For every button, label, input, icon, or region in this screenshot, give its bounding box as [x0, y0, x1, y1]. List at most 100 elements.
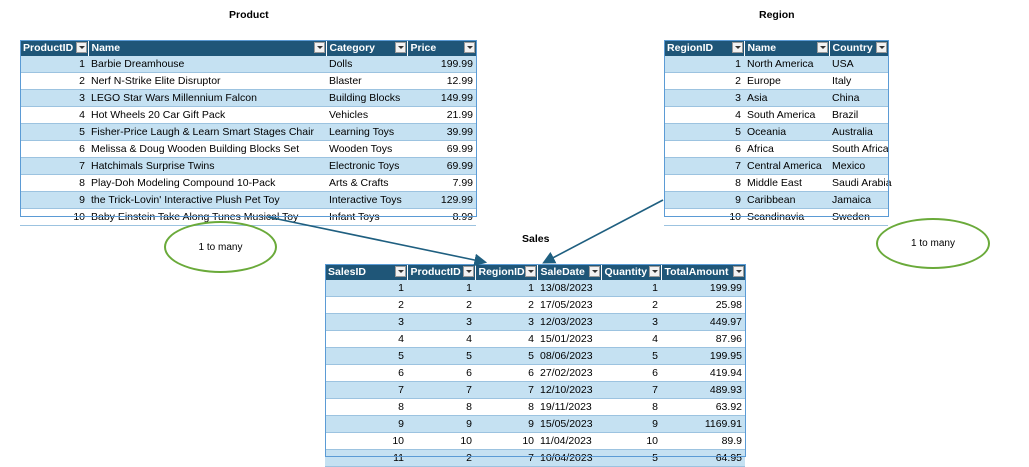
sales-cell[interactable]: 9	[475, 415, 537, 433]
product-cell[interactable]: Hatchimals Surprise Twins	[88, 157, 326, 175]
sales-header-cell[interactable]: SalesID	[325, 264, 407, 280]
filter-dropdown-icon[interactable]	[588, 266, 600, 277]
sales-cell[interactable]: 64.95	[661, 449, 745, 467]
product-cell[interactable]: 8	[20, 174, 88, 192]
sales-cell[interactable]: 8	[601, 398, 661, 416]
product-cell[interactable]: 12.99	[407, 72, 476, 90]
sales-cell[interactable]: 1	[407, 280, 475, 297]
filter-dropdown-icon[interactable]	[313, 42, 325, 53]
sales-cell[interactable]: 449.97	[661, 313, 745, 331]
filter-dropdown-icon[interactable]	[733, 266, 744, 277]
sales-cell[interactable]: 3	[407, 313, 475, 331]
sales-cell[interactable]: 10	[407, 432, 475, 450]
filter-dropdown-icon[interactable]	[394, 42, 406, 53]
region-table[interactable]: RegionID Name Country 1 North America USA 2 Eur…	[664, 40, 892, 226]
product-cell[interactable]: 69.99	[407, 157, 476, 175]
sales-header-cell[interactable]: ProductID	[406, 264, 475, 280]
filter-dropdown-icon[interactable]	[462, 266, 474, 277]
product-cell[interactable]: 2	[20, 72, 88, 90]
product-cell[interactable]: 129.99	[407, 191, 476, 209]
sales-cell[interactable]: 5	[475, 347, 537, 365]
product-cell[interactable]: Play-Doh Modeling Compound 10-Pack	[88, 174, 326, 192]
region-cell[interactable]: Italy	[829, 72, 888, 90]
product-cell[interactable]: 1	[20, 56, 88, 73]
sales-cell[interactable]: 12/10/2023	[537, 381, 601, 399]
region-cell[interactable]: Jamaica	[829, 191, 888, 209]
region-cell[interactable]: Saudi Arabia	[829, 174, 892, 192]
sales-cell[interactable]: 6	[325, 364, 407, 382]
sales-cell[interactable]: 9	[407, 415, 475, 433]
sales-header-cell[interactable]: Quantity	[600, 264, 661, 280]
sales-cell[interactable]: 7	[601, 381, 661, 399]
sales-cell[interactable]: 08/06/2023	[537, 347, 601, 365]
region-header-cell[interactable]: Country	[828, 40, 888, 56]
sales-cell[interactable]: 27/02/2023	[537, 364, 601, 382]
sales-cell[interactable]: 6	[407, 364, 475, 382]
filter-dropdown-icon[interactable]	[464, 42, 475, 53]
product-cell[interactable]: Vehicles	[326, 106, 407, 124]
region-cell[interactable]: 8	[664, 174, 744, 192]
product-cell[interactable]: Electronic Toys	[326, 157, 407, 175]
product-cell[interactable]: the Trick-Lovin' Interactive Plush Pet T…	[88, 191, 326, 209]
region-cell[interactable]: Scandinavia	[744, 208, 829, 226]
sales-cell[interactable]: 2	[407, 296, 475, 314]
sales-cell[interactable]: 4	[325, 330, 407, 348]
filter-dropdown-icon[interactable]	[75, 42, 87, 53]
product-cell[interactable]: Hot Wheels 20 Car Gift Pack	[88, 106, 326, 124]
product-cell[interactable]: Arts & Crafts	[326, 174, 407, 192]
sales-cell[interactable]: 2	[601, 296, 661, 314]
sales-cell[interactable]: 19/11/2023	[537, 398, 601, 416]
region-cell[interactable]: China	[829, 89, 888, 107]
filter-dropdown-icon[interactable]	[524, 266, 536, 277]
region-header-cell[interactable]: Name	[743, 40, 829, 56]
product-header-cell[interactable]: Category	[325, 40, 407, 56]
sales-cell[interactable]: 1	[601, 280, 661, 297]
sales-cell[interactable]: 2	[325, 296, 407, 314]
sales-cell[interactable]: 4	[601, 330, 661, 348]
sales-cell[interactable]: 1169.91	[661, 415, 745, 433]
product-cell[interactable]: 9	[20, 191, 88, 209]
product-cell[interactable]: Blaster	[326, 72, 407, 90]
sales-cell[interactable]: 5	[601, 449, 661, 467]
region-cell[interactable]: South Africa	[829, 140, 889, 158]
region-cell[interactable]: 4	[664, 106, 744, 124]
sales-cell[interactable]: 10	[601, 432, 661, 450]
region-cell[interactable]: Caribbean	[744, 191, 829, 209]
region-cell[interactable]: 5	[664, 123, 744, 141]
sales-cell[interactable]: 7	[475, 449, 537, 467]
product-cell[interactable]: 199.99	[407, 56, 476, 73]
sales-cell[interactable]: 89.9	[661, 432, 745, 450]
sales-cell[interactable]: 63.92	[661, 398, 745, 416]
region-cell[interactable]: North America	[744, 56, 829, 73]
sales-cell[interactable]: 10	[475, 432, 537, 450]
region-cell[interactable]: 1	[664, 56, 744, 73]
region-cell[interactable]: 6	[664, 140, 744, 158]
product-cell[interactable]: Baby Einstein Take Along Tunes Musical T…	[88, 208, 326, 226]
sales-cell[interactable]: 6	[475, 364, 537, 382]
sales-cell[interactable]: 4	[407, 330, 475, 348]
sales-cell[interactable]: 7	[325, 381, 407, 399]
sales-cell[interactable]: 11/04/2023	[537, 432, 601, 450]
region-cell[interactable]: Middle East	[744, 174, 829, 192]
product-cell[interactable]: 7	[20, 157, 88, 175]
sales-cell[interactable]: 13/08/2023	[537, 280, 601, 297]
sales-header-cell[interactable]: TotalAmount	[660, 264, 745, 280]
filter-dropdown-icon[interactable]	[816, 42, 828, 53]
product-cell[interactable]: Nerf N-Strike Elite Disruptor	[88, 72, 326, 90]
product-cell[interactable]: 5	[20, 123, 88, 141]
sales-cell[interactable]: 12/03/2023	[537, 313, 601, 331]
product-cell[interactable]: 21.99	[407, 106, 476, 124]
product-cell[interactable]: 10	[20, 208, 88, 226]
sales-cell[interactable]: 15/05/2023	[537, 415, 601, 433]
product-table[interactable]: ProductID Name Category Price 1 Barbie Dreamh…	[20, 40, 476, 226]
region-cell[interactable]: 10	[664, 208, 744, 226]
sales-cell[interactable]: 419.94	[661, 364, 745, 382]
region-cell[interactable]: 2	[664, 72, 744, 90]
sales-cell[interactable]: 15/01/2023	[537, 330, 601, 348]
product-cell[interactable]: 6	[20, 140, 88, 158]
product-cell[interactable]: Dolls	[326, 56, 407, 73]
product-cell[interactable]: Barbie Dreamhouse	[88, 56, 326, 73]
sales-cell[interactable]: 7	[475, 381, 537, 399]
product-cell[interactable]: Melissa & Doug Wooden Building Blocks Se…	[88, 140, 326, 158]
product-cell[interactable]: 69.99	[407, 140, 476, 158]
